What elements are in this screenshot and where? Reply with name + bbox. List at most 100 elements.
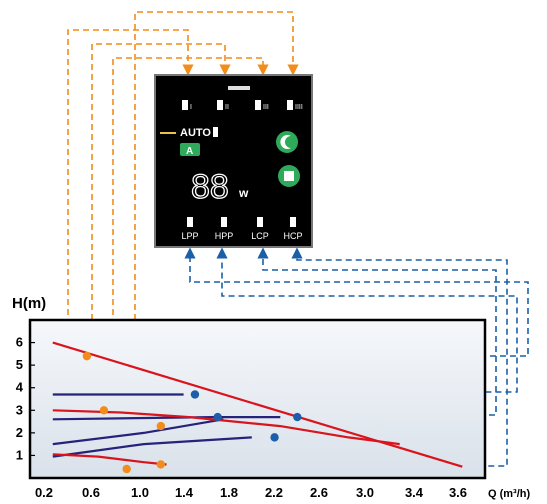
blue-point-3 — [293, 412, 302, 422]
top-mode-label: I — [190, 104, 192, 111]
orange-connector-3 — [112, 57, 269, 465]
x-tick-label: 1.8 — [220, 485, 238, 500]
auto-badge-label: A — [186, 146, 193, 157]
top-mode-label: III — [263, 104, 269, 111]
bottom-mode-label: LPP — [181, 231, 198, 241]
red-curve-1 — [52, 341, 463, 468]
blue-point-1 — [190, 390, 200, 399]
y-tick: 6 — [16, 335, 35, 350]
controller-top-strip — [228, 86, 250, 90]
x-ticks: 0.2 0.6 1.0 1.4 1.8 2.2 2.6 3.0 3.4 3.6 — [35, 485, 467, 500]
power-unit: w — [238, 186, 249, 200]
x-tick: 2.6 — [310, 485, 328, 500]
bottom-mode-led — [257, 217, 263, 227]
blue-curve-3 — [52, 418, 224, 446]
top-mode-indicator-3: III — [255, 100, 269, 111]
orange-connectors — [67, 11, 299, 465]
bottom-mode-led — [221, 217, 227, 227]
x-tick-label: 0.2 — [35, 485, 53, 500]
top-mode-led — [217, 100, 223, 110]
pump-curve-chart: H(m) 1 2 3 4 5 6 0.2 0.6 1.0 1.4 1.8 2.2 2.6 3.0 3.4 3… — [12, 295, 530, 500]
orange-point-4 — [156, 421, 166, 431]
red-curve-2 — [52, 409, 400, 446]
blue-connector-3 — [257, 247, 497, 416]
x-axis-title: Q (m³/h) — [488, 488, 530, 500]
night-mode-button[interactable] — [276, 131, 298, 153]
blue-point-4 — [270, 433, 279, 442]
x-tick: 2.2 — [265, 485, 283, 500]
top-mode-led — [255, 100, 261, 110]
y-tick-label: 6 — [16, 335, 23, 350]
bottom-mode-indicator-hpp: HPP — [215, 217, 234, 241]
x-tick: 0.2 — [35, 485, 53, 500]
blue-curve-4 — [52, 436, 252, 458]
x-tick: 0.6 — [82, 485, 100, 500]
y-ticks: 1 2 3 4 5 6 — [16, 335, 35, 462]
x-tick-label: 0.6 — [82, 485, 100, 500]
auto-mode-label: AUTO — [180, 127, 211, 139]
power-display: 88 — [191, 168, 229, 206]
square-icon — [284, 171, 294, 181]
points — [82, 351, 302, 474]
orange-connector-2 — [91, 43, 231, 410]
top-mode-led — [287, 100, 293, 110]
orange-connector-4 — [134, 11, 299, 460]
x-tick: 3.6 — [449, 485, 467, 500]
y-tick-label: 5 — [16, 357, 23, 372]
y-tick: 2 — [16, 425, 35, 440]
bottom-mode-indicator-hcp: HCP — [283, 217, 303, 241]
blue-curve-2 — [52, 416, 281, 421]
x-tick-label: 2.6 — [310, 485, 328, 500]
top-mode-indicator-2: II — [217, 100, 229, 111]
orange-point-5 — [156, 460, 166, 469]
x-tick: 3.4 — [405, 485, 424, 500]
mode-select-button[interactable] — [278, 165, 300, 187]
top-mode-indicators: I II III IIII — [182, 100, 303, 111]
orange-point-1 — [82, 351, 92, 361]
top-mode-indicator-4: IIII — [287, 100, 303, 111]
orange-connector-1 — [67, 29, 194, 355]
blue-point-2 — [213, 412, 222, 422]
top-mode-indicator-1: I — [182, 100, 192, 111]
x-tick: 1.0 — [131, 485, 149, 500]
y-tick: 3 — [16, 402, 35, 417]
y-axis-title: H(m) — [12, 295, 46, 312]
orange-point-3 — [122, 464, 131, 474]
bottom-mode-indicator-lpp: LPP — [181, 217, 199, 241]
bottom-mode-label: LCP — [251, 231, 269, 241]
y-tick-label: 1 — [16, 447, 23, 462]
x-tick: 3.0 — [356, 485, 374, 500]
plot-area — [28, 318, 487, 480]
x-tick-label: 1.0 — [131, 485, 149, 500]
x-tick-label: 3.6 — [449, 485, 467, 500]
red-curve-3 — [52, 453, 167, 466]
bottom-mode-led — [290, 217, 296, 227]
top-mode-led — [182, 100, 188, 110]
y-tick-label: 2 — [16, 425, 23, 440]
y-tick-label: 4 — [16, 380, 24, 395]
bottom-mode-indicators: LPP HPP LCP HCP — [181, 217, 303, 241]
y-tick: 5 — [16, 357, 35, 372]
top-mode-label: II — [225, 104, 229, 111]
y-tick: 4 — [16, 380, 35, 395]
moon-icon — [280, 135, 291, 150]
curves — [52, 341, 463, 468]
controller-body — [154, 74, 313, 248]
x-tick: 1.4 — [175, 485, 194, 500]
x-tick-label: 3.4 — [405, 485, 424, 500]
top-mode-label: IIII — [295, 104, 303, 111]
bottom-mode-indicator-lcp: LCP — [251, 217, 269, 241]
pump-controller: I II III IIII AUTO A 88 w LPP HPP LCP HCP — [154, 74, 313, 248]
orange-point-2 — [99, 406, 109, 415]
x-tick-label: 3.0 — [356, 485, 374, 500]
y-tick: 1 — [16, 447, 35, 462]
x-tick: 1.8 — [220, 485, 238, 500]
bottom-mode-label: HCP — [283, 231, 302, 241]
bottom-mode-led — [187, 217, 193, 227]
y-tick-label: 3 — [16, 402, 23, 417]
auto-mode-led — [213, 127, 218, 137]
x-tick-label: 2.2 — [265, 485, 283, 500]
bottom-mode-label: HPP — [215, 231, 234, 241]
